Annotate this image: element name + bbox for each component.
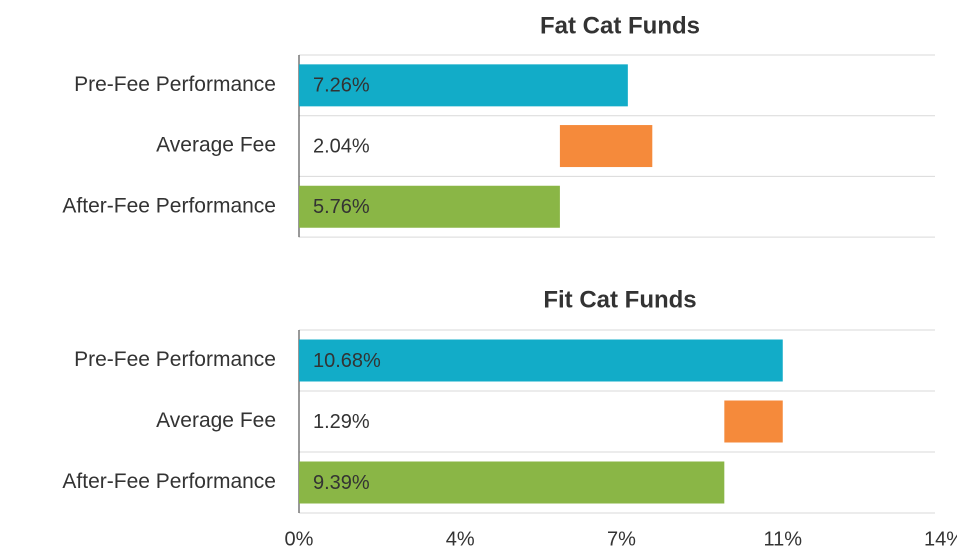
x-tick-label: 0%: [285, 528, 314, 550]
bar: [299, 64, 628, 107]
category-label: After-Fee Performance: [62, 194, 276, 217]
category-label: Pre-Fee Performance: [74, 73, 276, 96]
value-label: 2.04%: [313, 135, 370, 157]
category-label: Pre-Fee Performance: [74, 348, 276, 371]
value-label: 9.39%: [313, 472, 370, 494]
value-label: 10.68%: [313, 350, 381, 372]
value-label: 1.29%: [313, 411, 370, 433]
category-label: Average Fee: [156, 409, 276, 432]
x-tick-label: 11%: [763, 528, 802, 550]
category-label: Average Fee: [156, 134, 276, 157]
bar: [299, 461, 725, 504]
bar: [724, 400, 783, 443]
bar: [299, 185, 560, 228]
bar: [559, 125, 653, 168]
bar: [299, 339, 783, 382]
value-label: 7.26%: [313, 75, 370, 97]
chart-title: Fit Cat Funds: [543, 286, 696, 313]
value-label: 5.76%: [313, 196, 370, 218]
x-tick-label: 14%: [924, 528, 957, 550]
x-tick-label: 7%: [607, 528, 636, 550]
x-tick-label: 4%: [446, 528, 475, 550]
category-label: After-Fee Performance: [62, 470, 276, 493]
chart-title: Fat Cat Funds: [540, 12, 700, 39]
